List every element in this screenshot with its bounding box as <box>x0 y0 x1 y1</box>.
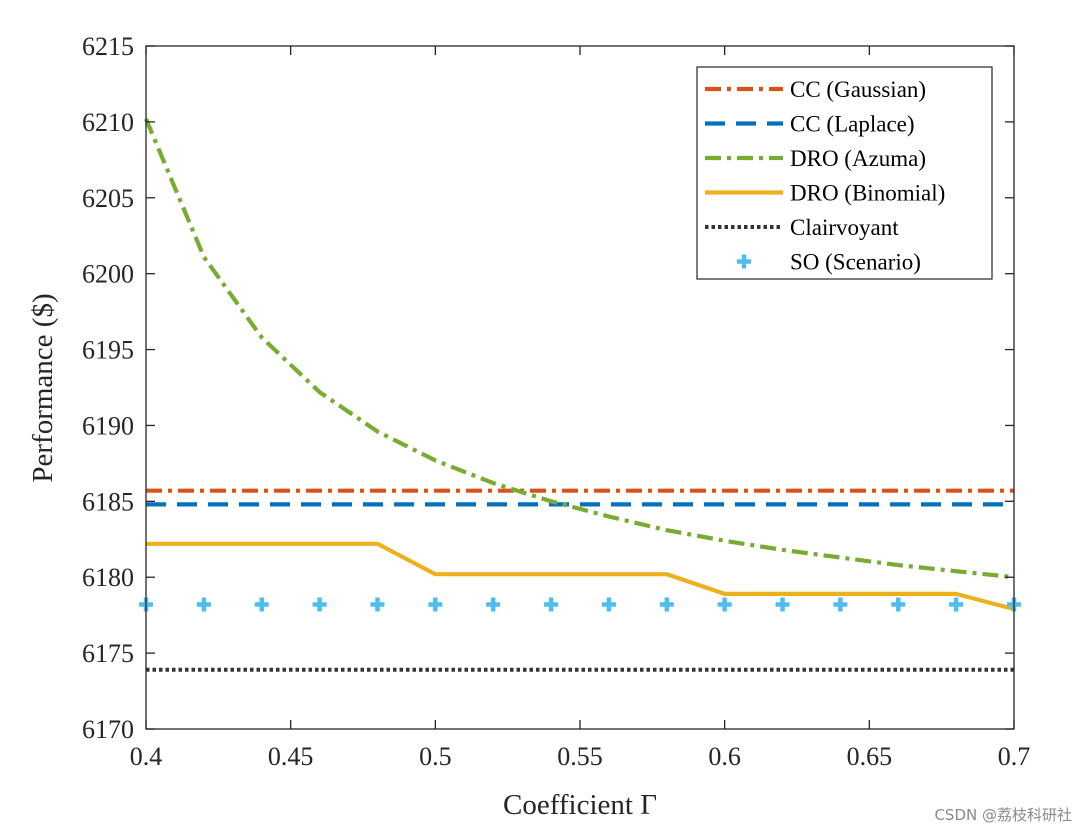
marker-so-scenario <box>486 597 501 612</box>
marker-so-scenario <box>428 597 443 612</box>
marker-so-scenario <box>370 597 385 612</box>
x-tick-label: 0.7 <box>998 742 1031 771</box>
marker-so-scenario <box>196 597 211 612</box>
legend-label-so-scenario: SO (Scenario) <box>790 250 921 275</box>
marker-so-scenario <box>254 597 269 612</box>
legend-swatch-so-scenario <box>737 254 751 269</box>
y-tick-label: 6170 <box>82 715 134 744</box>
legend-label-dro-azuma: DRO (Azuma) <box>790 146 926 171</box>
y-tick-label: 6190 <box>82 411 134 440</box>
marker-so-scenario <box>949 597 964 612</box>
legend: CC (Gaussian) CC (Laplace) DRO (Azuma) DRO … <box>696 66 993 280</box>
marker-so-scenario <box>544 597 559 612</box>
x-tick-label: 0.4 <box>130 742 163 771</box>
legend-label-cc-gaussian: CC (Gaussian) <box>790 77 926 102</box>
marker-so-scenario <box>659 597 674 612</box>
marker-so-scenario <box>601 597 616 612</box>
series-line-dro-azuma <box>144 118 1015 580</box>
x-tick-label: 0.65 <box>847 742 893 771</box>
legend-label-clairvoyant: Clairvoyant <box>790 215 899 240</box>
marker-so-scenario <box>312 597 327 612</box>
y-tick-label: 6185 <box>82 487 134 516</box>
marker-so-scenario <box>717 597 732 612</box>
y-tick-label: 6210 <box>82 108 134 137</box>
axis-ticks: 0.4 0.45 0.5 0.55 0.6 0.65 0.7 6170 6175 6180 6185… <box>82 32 1030 771</box>
plot-area <box>139 118 1021 672</box>
x-axis-title: Coefficient Γ <box>503 789 657 821</box>
series-line-dro-binomial <box>146 541 1015 612</box>
y-tick-label: 6180 <box>82 563 134 592</box>
marker-so-scenario <box>775 597 790 612</box>
marker-so-scenario <box>891 597 906 612</box>
legend-box <box>696 66 993 280</box>
y-axis-title: Performance ($) <box>27 293 59 482</box>
y-tick-label: 6205 <box>82 184 134 213</box>
legend-label-dro-binomial: DRO (Binomial) <box>790 181 945 206</box>
y-tick-label: 6195 <box>82 336 134 365</box>
watermark-text: CSDN @荔枝科研社 <box>934 806 1072 824</box>
marker-so-scenario <box>833 597 848 612</box>
x-tick-label: 0.6 <box>708 742 741 771</box>
legend-label-cc-laplace: CC (Laplace) <box>790 112 915 137</box>
x-tick-label: 0.45 <box>268 742 314 771</box>
x-tick-label: 0.55 <box>557 742 603 771</box>
y-tick-label: 6175 <box>82 639 134 668</box>
y-tick-label: 6215 <box>82 32 134 61</box>
y-tick-label: 6200 <box>82 260 134 289</box>
x-tick-label: 0.5 <box>419 742 452 771</box>
